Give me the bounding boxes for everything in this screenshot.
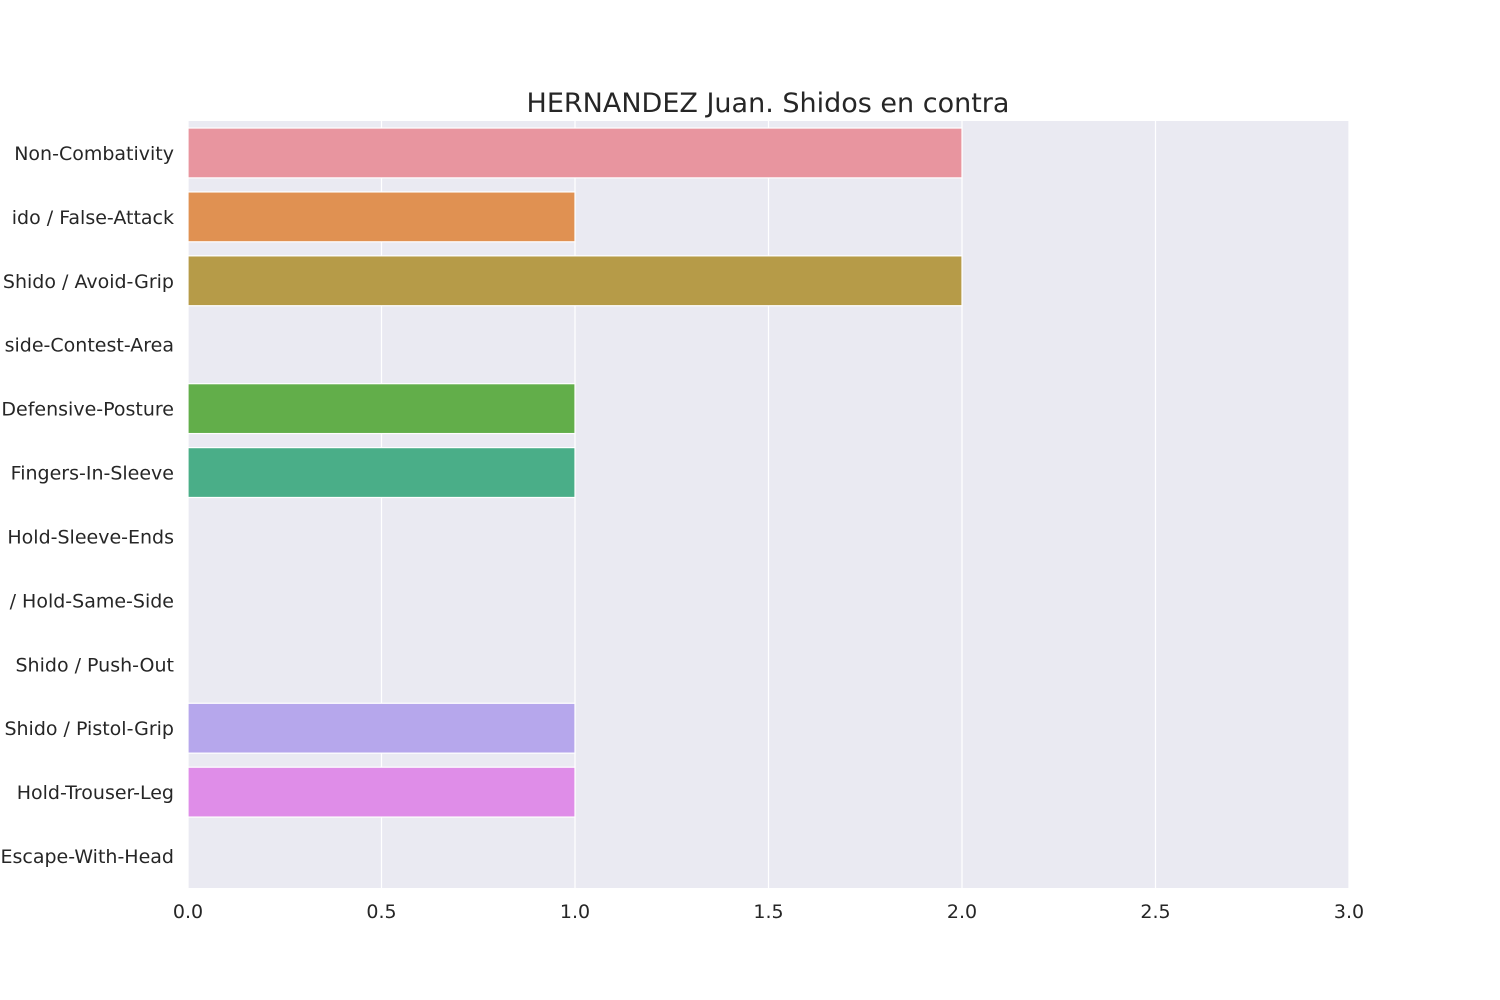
y-tick-label: Shido / Avoid-Grip (3, 271, 174, 293)
plot-area (187, 121, 1350, 888)
y-axis-tick-labels: Non-Combativity ido / False-Attack Shido /… (0, 143, 174, 868)
x-tick-label: 0.0 (173, 901, 203, 923)
bars (187, 127, 963, 818)
bar (187, 191, 576, 243)
bar (187, 255, 963, 307)
y-tick-label: Hold-Sleeve-Ends (7, 526, 174, 548)
y-tick-label: Hold-Trouser-Leg (17, 782, 174, 804)
x-tick-label: 1.5 (753, 901, 783, 923)
x-tick-label: 2.0 (947, 901, 977, 923)
bar (187, 447, 576, 499)
x-tick-label: 0.5 (366, 901, 396, 923)
y-tick-label: Shido / Pistol-Grip (4, 718, 174, 740)
x-tick-label: 2.5 (1140, 901, 1170, 923)
y-tick-label: ido / False-Attack (12, 207, 174, 229)
y-tick-label: Non-Combativity (14, 143, 174, 165)
bar (187, 127, 963, 179)
x-tick-label: 1.0 (560, 901, 590, 923)
bar (187, 702, 576, 754)
y-tick-label: Fingers-In-Sleeve (11, 463, 174, 485)
y-tick-label: Shido / Push-Out (16, 654, 175, 676)
x-tick-label: 3.0 (1334, 901, 1364, 923)
y-tick-label: side-Contest-Area (5, 335, 174, 357)
bar (187, 766, 576, 818)
y-tick-label: / Hold-Same-Side (10, 590, 174, 612)
bar (187, 383, 576, 435)
y-tick-label: Defensive-Posture (1, 399, 174, 421)
y-tick-label: Escape-With-Head (0, 846, 174, 868)
x-axis-tick-labels: 0.0 0.5 1.0 1.5 2.0 2.5 3.0 (173, 901, 1364, 923)
chart-title: HERNANDEZ Juan. Shidos en contra (527, 88, 1010, 119)
